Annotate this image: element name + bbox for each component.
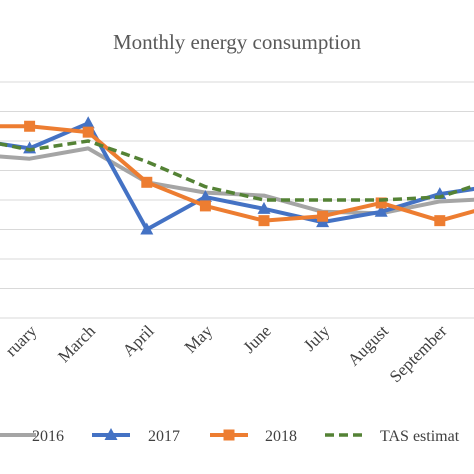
data-point — [375, 197, 387, 209]
data-point — [81, 116, 95, 129]
x-tick-label: July — [300, 321, 334, 355]
x-tick-label: May — [181, 321, 217, 357]
data-point — [257, 201, 271, 214]
legend-marker — [223, 429, 235, 441]
x-tick-label: June — [239, 321, 274, 356]
x-axis-labels: ruary March April May June July AugustSeptembe… — [2, 321, 474, 386]
legend-item: 2017 — [92, 428, 180, 445]
series-line — [0, 146, 474, 216]
data-point — [258, 215, 270, 227]
plot-series — [0, 116, 474, 235]
series-2018 — [0, 120, 474, 227]
x-tick-label: August — [344, 321, 392, 369]
series-line — [0, 139, 474, 202]
data-point — [141, 176, 153, 188]
data-point — [140, 222, 154, 235]
series-line — [0, 121, 474, 232]
x-tick-label: September — [386, 321, 451, 386]
chart-title: Monthly energy consumption — [113, 30, 362, 54]
legend-label: 2016 — [32, 428, 64, 445]
data-point — [24, 120, 36, 132]
legend-item: TAS estimat — [325, 428, 460, 445]
series-2017 — [0, 116, 474, 235]
legend-item: 2016 — [0, 428, 64, 445]
x-tick-label: April — [119, 321, 158, 360]
legend-item: 2018 — [210, 428, 297, 445]
data-point — [198, 190, 212, 203]
legend-label: TAS estimat — [380, 428, 460, 445]
data-point — [199, 200, 211, 212]
data-point — [374, 204, 388, 217]
series-line — [0, 124, 474, 223]
data-point — [434, 215, 446, 227]
legend: 2016 2017 2018 TAS estimat — [0, 428, 460, 445]
x-tick-label: ruary — [2, 321, 41, 360]
legend-label: 2017 — [148, 428, 180, 445]
series-2016 — [0, 146, 474, 216]
data-point — [317, 210, 329, 222]
series-tas-estimat — [0, 139, 474, 202]
data-point — [82, 126, 94, 138]
x-tick-label: March — [54, 321, 99, 366]
gridlines — [0, 81, 474, 319]
legend-label: 2018 — [265, 428, 297, 445]
legend-marker — [104, 428, 118, 440]
